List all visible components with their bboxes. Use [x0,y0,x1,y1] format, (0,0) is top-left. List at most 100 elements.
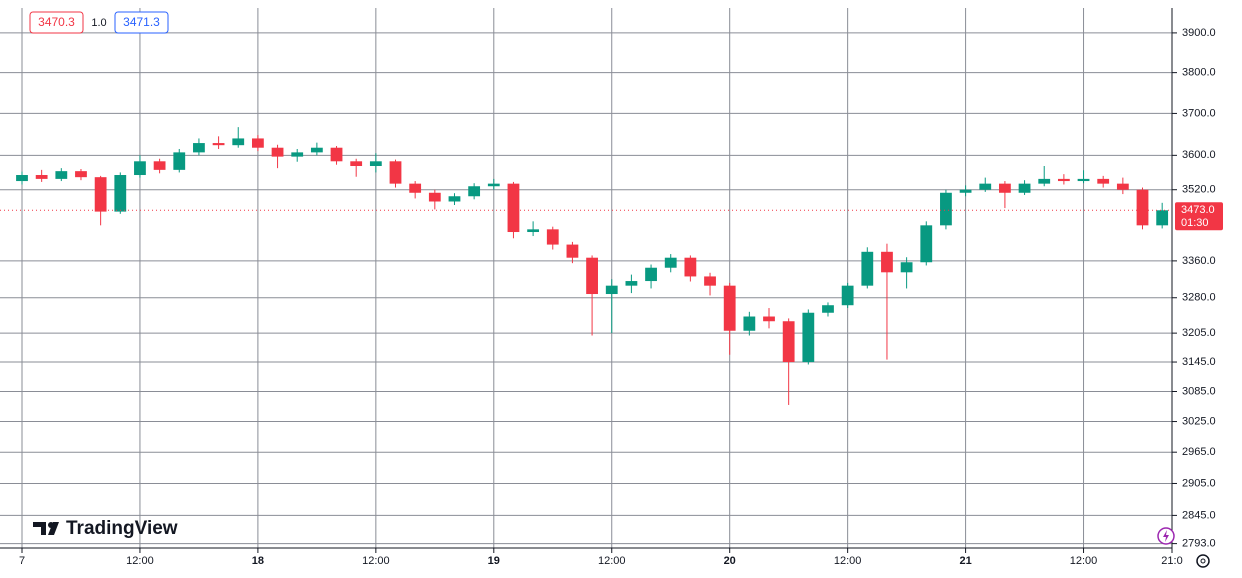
candle-body [369,161,382,167]
candle-body [35,175,48,179]
y-tick-label: 2905.0 [1182,477,1216,489]
x-tick-label: 21 [959,555,971,567]
brand-name: TradingView [66,518,178,539]
y-tick-label: 3700.0 [1182,107,1216,119]
candle-body [1136,189,1149,226]
grid [0,8,1173,548]
candle-body [271,147,284,157]
candle-body [468,186,481,197]
x-tick-label: 12:00 [1070,555,1098,567]
candle-body [704,276,716,286]
candle-body [881,251,893,273]
candle-body [723,285,736,331]
y-tick-label: 3520.0 [1182,184,1216,196]
candle-body [645,267,657,282]
ask-box [114,11,169,34]
candle-body [507,183,520,233]
settings-icon [1200,558,1206,564]
candle-body [782,321,795,363]
candle-body [802,312,815,363]
candle-body [389,161,402,184]
candle-body [1057,178,1070,182]
candle-body [940,192,952,226]
y-tick-label: 3025.0 [1182,415,1216,427]
candle-body [999,183,1011,193]
candle-body [291,152,304,157]
candle-body [428,192,441,202]
y-tick-label: 3800.0 [1182,67,1216,79]
candle-body [920,225,933,263]
bid-price: 3470.3 [38,15,75,29]
candle-body [763,316,775,322]
candle-body [193,143,205,153]
ask-price: 3471.3 [123,15,160,29]
candle-body [94,177,107,212]
candle-body [605,285,618,295]
candle-body [586,257,598,295]
spread: 1.0 [91,17,106,29]
last-price-box [1175,202,1223,231]
x-tick-label: 18 [252,555,264,567]
y-tick-label: 3145.0 [1182,356,1216,368]
candle-body [684,257,697,277]
axis-labels: 3900.0 3800.0 3700.0 3600.0 3520.0 3360.0 3280… [19,27,1223,567]
candle-body [487,183,500,187]
settings-button[interactable] [1196,554,1210,568]
x-tick-label: 12:00 [598,555,626,567]
candle-body [350,161,363,167]
candle-body [861,251,874,286]
candle-body [252,138,264,148]
candle-body [55,171,68,179]
y-tick-label: 3280.0 [1182,292,1216,304]
y-tick-label: 3085.0 [1182,385,1216,397]
candle-body [16,175,28,182]
y-tick-label: 2793.0 [1182,538,1216,550]
candle-body [959,189,972,193]
x-tick-label: 12:00 [126,555,154,567]
candle-body [1038,178,1051,184]
candle-body [330,147,343,162]
y-tick-label: 3600.0 [1182,149,1216,161]
candle-body [743,316,756,331]
candle-body [841,285,854,306]
candle-body [448,196,461,202]
x-tick-label: 20 [724,555,736,567]
y-tick-label: 3360.0 [1182,255,1216,267]
brand-logo: TradingView [33,518,178,539]
x-tick-label: 12:00 [362,555,390,567]
candle-body [310,147,323,153]
x-tick-label: 7 [19,555,25,567]
candle-body [546,229,559,245]
candle-body [134,161,146,176]
x-tick-label: 19 [488,555,500,567]
candle-body [114,175,127,212]
x-tick-label: 21:0 [1161,555,1182,567]
candle-body [1018,183,1031,193]
candle-body [625,281,638,286]
candle-body [900,262,913,273]
candles [0,127,1172,405]
candle-body [566,244,579,258]
last-price-label: 3473.0 [1181,204,1215,216]
candle-body [527,229,540,233]
candle-body [1097,178,1110,184]
candle-body [1116,183,1129,190]
candle-body [979,183,992,190]
candle-body [409,183,422,193]
logo-dot [48,522,54,528]
y-tick-label: 2845.0 [1182,509,1216,521]
candle-body [173,152,186,170]
candle-body [212,143,225,146]
candle-body [1077,178,1090,182]
candle-body [664,257,677,268]
candle-body [75,171,87,178]
x-tick-label: 12:00 [834,555,862,567]
candle-body [232,138,245,146]
candle-body [822,305,834,313]
y-tick-label: 3205.0 [1182,327,1216,339]
lightning-icon [1163,530,1169,542]
candle-body [153,161,166,170]
candle-body [1156,210,1169,226]
